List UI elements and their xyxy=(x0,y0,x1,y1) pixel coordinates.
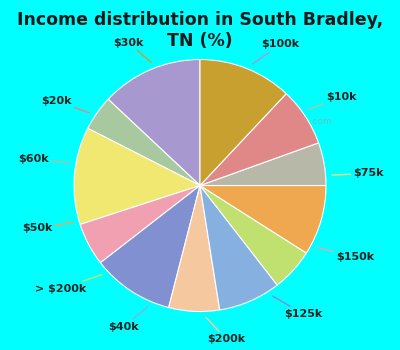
Wedge shape xyxy=(80,186,200,263)
Text: All residents: All residents xyxy=(151,80,249,94)
Text: $125k: $125k xyxy=(273,296,323,319)
Wedge shape xyxy=(169,186,220,312)
Wedge shape xyxy=(200,143,326,186)
Text: $50k: $50k xyxy=(22,222,73,233)
Wedge shape xyxy=(200,186,326,253)
Wedge shape xyxy=(200,60,286,186)
Text: > $200k: > $200k xyxy=(35,274,102,294)
Wedge shape xyxy=(108,60,200,186)
Wedge shape xyxy=(74,128,200,224)
Text: $150k: $150k xyxy=(317,247,374,262)
Text: $10k: $10k xyxy=(308,92,356,110)
Text: $30k: $30k xyxy=(113,37,151,63)
Text: $60k: $60k xyxy=(18,154,70,164)
Text: City-Data.com: City-Data.com xyxy=(268,117,332,126)
Text: $200k: $200k xyxy=(206,318,245,344)
Text: $100k: $100k xyxy=(252,40,299,64)
Wedge shape xyxy=(100,186,200,308)
Text: $75k: $75k xyxy=(332,168,384,178)
Text: Income distribution in South Bradley,
TN (%): Income distribution in South Bradley, TN… xyxy=(17,11,383,50)
Text: $20k: $20k xyxy=(41,96,90,113)
Wedge shape xyxy=(200,186,277,310)
Wedge shape xyxy=(200,186,306,285)
Wedge shape xyxy=(88,99,200,186)
Text: $40k: $40k xyxy=(108,307,148,331)
Wedge shape xyxy=(200,94,318,186)
